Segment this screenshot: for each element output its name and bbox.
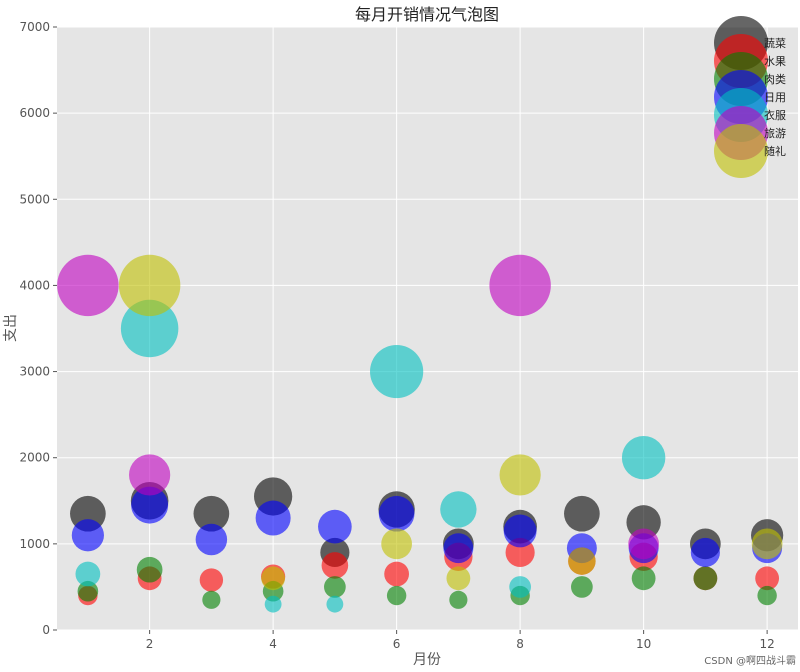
bubble-衣服-4	[264, 595, 282, 613]
bubble-衣服-8	[509, 576, 531, 598]
y-tick-label: 4000	[19, 278, 50, 292]
watermark-text: CSDN @啊四战斗霸	[704, 655, 796, 667]
bubble-肉类-11	[693, 566, 718, 591]
bubble-衣服-2	[120, 299, 179, 358]
bubble-旅游-1	[57, 254, 119, 317]
bubble-肉类-6	[386, 585, 407, 606]
x-tick-label: 4	[269, 637, 277, 651]
x-axis-ticks: 2 4 6 8 10 12	[146, 630, 775, 651]
y-axis-ticks: 0 1000 2000 3000 4000 5000 6000 7000	[19, 20, 57, 637]
bubble-水果-6	[384, 561, 410, 587]
legend-marker	[714, 124, 768, 178]
bubble-肉类-9	[571, 576, 593, 598]
y-tick-label: 3000	[19, 365, 50, 379]
bubble-肉类-7	[449, 590, 468, 609]
legend-label: 随礼	[764, 144, 786, 158]
bubble-日用-7	[443, 533, 474, 564]
chart-title: 每月开销情况气泡图	[355, 5, 499, 24]
bubble-日用-5	[318, 509, 352, 544]
bubble-衣服-1	[75, 561, 101, 587]
bubble-日用-6	[378, 495, 415, 532]
legend-label: 水果	[764, 55, 786, 68]
plot-background	[57, 27, 798, 630]
bubble-水果-12	[755, 566, 780, 591]
bubble-旅游-8	[489, 254, 551, 317]
bubble-日用-1	[71, 519, 104, 552]
bubble-水果-3	[199, 568, 224, 592]
y-tick-label: 7000	[19, 20, 50, 34]
bubble-衣服-7	[440, 491, 477, 528]
legend-label: 衣服	[764, 108, 786, 122]
bubble-日用-3	[195, 523, 228, 556]
bubble-蔬菜-3	[193, 495, 230, 532]
y-tick-label: 1000	[19, 537, 50, 551]
bubble-蔬菜-10	[626, 505, 661, 540]
legend-label: 日用	[764, 91, 786, 104]
x-tick-label: 6	[393, 637, 401, 651]
bubble-随礼-7	[446, 566, 471, 591]
bubble-日用-2	[131, 486, 169, 524]
bubble-肉类-5	[324, 576, 346, 598]
y-tick-label: 2000	[19, 451, 50, 465]
legend-label: 肉类	[764, 72, 786, 86]
bubble-随礼-4	[261, 566, 286, 591]
bubble-蔬菜-9	[564, 495, 600, 532]
bubble-肉类-10	[631, 566, 656, 591]
y-tick-label: 0	[42, 623, 50, 637]
x-tick-label: 10	[636, 637, 651, 651]
x-tick-label: 12	[759, 637, 774, 651]
bubble-随礼-9	[568, 547, 596, 575]
x-axis-label: 月份	[413, 652, 441, 668]
legend-label: 蔬菜	[764, 37, 786, 50]
bubble-水果-5	[321, 552, 349, 579]
bubble-肉类-3	[202, 590, 221, 609]
grid-lines	[57, 26, 798, 631]
bubble-日用-4	[255, 500, 291, 536]
bubble-随礼-2	[118, 254, 181, 317]
y-tick-label: 5000	[19, 192, 50, 206]
y-axis-label: 支出	[3, 314, 19, 342]
legend-label: 旅游	[764, 126, 786, 140]
bubble-肉类-2	[136, 556, 163, 583]
bubble-旅游-2	[129, 454, 171, 496]
bubble-日用-8	[503, 514, 537, 548]
bubble-随礼-12	[751, 528, 783, 560]
x-tick-label: 8	[516, 637, 524, 651]
bubbles-layer	[57, 254, 784, 613]
bubble-旅游-10	[628, 528, 659, 560]
x-tick-label: 2	[146, 637, 154, 651]
bubble-随礼-6	[381, 528, 412, 560]
y-tick-label: 6000	[19, 106, 50, 120]
bubble-肉类-12	[757, 585, 777, 606]
bubble-衣服-6	[370, 344, 424, 399]
bubble-衣服-5	[326, 595, 344, 613]
bubble-衣服-10	[621, 435, 666, 480]
bubble-日用-11	[690, 537, 720, 568]
bubble-肉类-1	[77, 580, 99, 602]
bubble-随礼-8	[499, 454, 541, 496]
